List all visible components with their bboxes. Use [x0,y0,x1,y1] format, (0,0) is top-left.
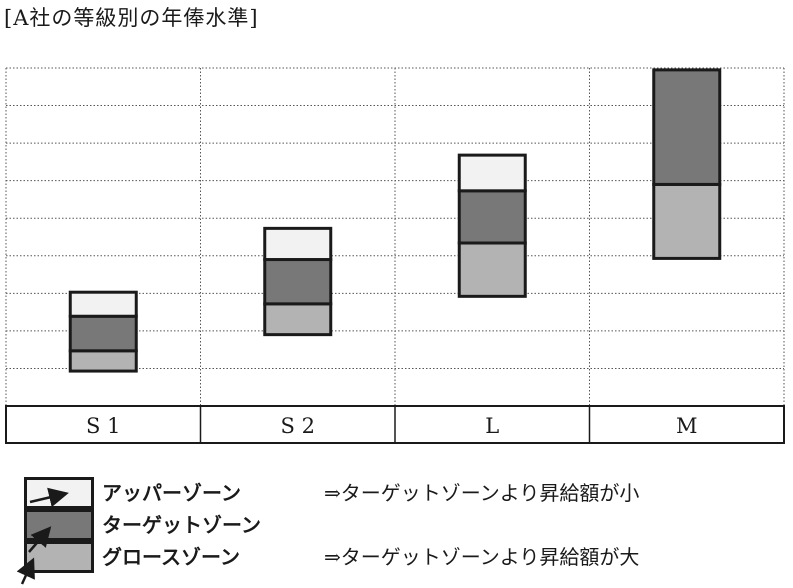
page-title: [A社の等級別の年俸水準] [4,6,259,30]
legend-label-target: ターゲットゾーン [102,513,261,537]
growth-zone-bar [68,349,138,373]
upper-zone-bar [263,226,333,262]
growth-zone-bar [652,182,722,260]
legend-note-growth: ⇒ターゲットゾーンより昇給額が大 [324,545,640,569]
grade-salary-chart: S 1 S 2 L M [5,67,785,444]
legend-swatch-target [24,509,94,541]
upper-zone-bar [457,153,527,193]
upper-zone-bar [68,290,138,318]
legend-swatch-upper [24,477,94,509]
target-zone-bar [263,258,333,306]
growth-zone-bar [263,302,333,337]
category-label: M [676,414,698,438]
target-zone-bar [68,314,138,353]
category-label: S 1 [86,414,120,438]
legend-label-growth: グロースゾーン [102,545,240,569]
target-zone-bar [652,68,722,186]
category-label: L [485,414,499,438]
growth-zone-bar [457,241,527,298]
target-zone-bar [457,189,527,245]
legend-label-upper: アッパーゾーン [102,481,241,505]
legend-swatch-growth [24,541,94,573]
category-label: S 2 [281,414,315,438]
legend-note-upper: ⇒ターゲットゾーンより昇給額が小 [324,481,640,505]
